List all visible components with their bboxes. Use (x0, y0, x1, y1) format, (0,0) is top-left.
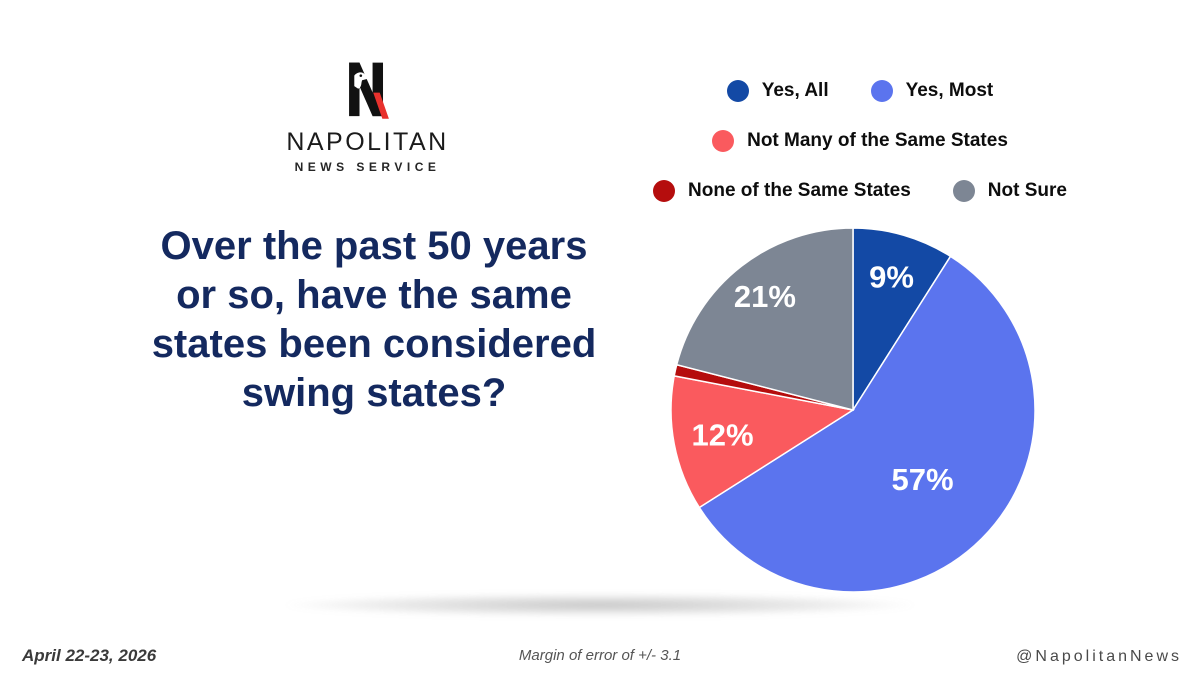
pie-slice-label: 9% (869, 260, 914, 295)
legend-row: None of the Same States Not Sure (635, 166, 1085, 216)
brand-tagline: NEWS SERVICE (294, 160, 441, 174)
legend-label: Not Sure (987, 180, 1067, 201)
legend-item: None of the Same States (653, 180, 911, 202)
question-title: Over the past 50 years or so, have the s… (151, 224, 597, 415)
pie-slice (675, 227, 854, 411)
legend-label: Yes, Most (905, 80, 994, 101)
legend-label: Not Many of the Same States (747, 130, 1008, 151)
legend-swatch-icon (952, 180, 975, 202)
pie-chart: 9% 57% 12% 21% (670, 227, 1036, 593)
pie-slice-label: 12% (691, 417, 753, 452)
napolitan-n-eagle-icon (348, 62, 389, 119)
legend-item: Yes, All (726, 80, 829, 102)
pie-slice (852, 227, 952, 413)
footer-margin-of-error: Margin of error of +/- 3.1 (518, 647, 682, 664)
footer-date: April 22-23, 2026 (22, 646, 157, 665)
footer-social-handle: @NapolitanNews (1016, 648, 1182, 665)
chart-legend: Yes, All Yes, Most Not Many of the Same St… (635, 66, 1085, 216)
legend-item: Not Many of the Same States (712, 130, 1008, 152)
legend-swatch-icon (726, 80, 749, 102)
brand-name: NAPOLITAN (286, 128, 449, 156)
brand-logo: NAPOLITAN NEWS SERVICE (255, 60, 480, 174)
pie-slice (698, 255, 1036, 593)
pie-slice-label: 57% (891, 462, 953, 497)
legend-item: Yes, Most (870, 80, 994, 102)
legend-label: Yes, All (761, 80, 829, 101)
card-shadow (192, 590, 1008, 620)
legend-swatch-icon (653, 180, 676, 202)
pie-slice-label: 21% (734, 279, 796, 314)
footer-margin-wrap: Margin of error of +/- 3.1 (0, 647, 1200, 665)
legend-row: Yes, All Yes, Most (635, 66, 1085, 116)
legend-item: Not Sure (952, 180, 1067, 202)
legend-row: Not Many of the Same States (635, 116, 1085, 166)
legend-label: None of the Same States (688, 180, 911, 201)
pie-slice (670, 375, 856, 509)
legend-swatch-icon (712, 130, 735, 152)
legend-swatch-icon (870, 80, 893, 102)
